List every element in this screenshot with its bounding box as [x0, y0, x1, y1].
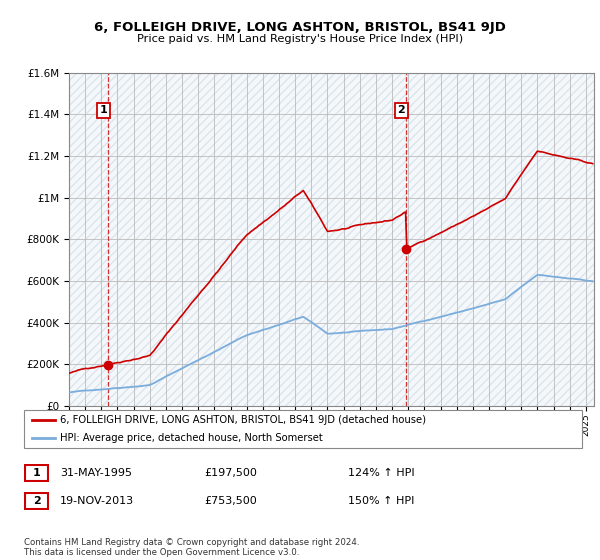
- Text: 124% ↑ HPI: 124% ↑ HPI: [348, 468, 415, 478]
- Text: 2: 2: [33, 496, 40, 506]
- Text: Contains HM Land Registry data © Crown copyright and database right 2024.
This d: Contains HM Land Registry data © Crown c…: [24, 538, 359, 557]
- FancyBboxPatch shape: [24, 410, 582, 448]
- Text: HPI: Average price, detached house, North Somerset: HPI: Average price, detached house, Nort…: [60, 433, 323, 443]
- Text: 6, FOLLEIGH DRIVE, LONG ASHTON, BRISTOL, BS41 9JD (detached house): 6, FOLLEIGH DRIVE, LONG ASHTON, BRISTOL,…: [60, 415, 426, 425]
- Text: 2: 2: [398, 105, 406, 115]
- FancyBboxPatch shape: [25, 465, 48, 480]
- Text: 19-NOV-2013: 19-NOV-2013: [60, 496, 134, 506]
- Text: £753,500: £753,500: [204, 496, 257, 506]
- Text: 6, FOLLEIGH DRIVE, LONG ASHTON, BRISTOL, BS41 9JD: 6, FOLLEIGH DRIVE, LONG ASHTON, BRISTOL,…: [94, 21, 506, 34]
- FancyBboxPatch shape: [25, 493, 48, 508]
- Text: 150% ↑ HPI: 150% ↑ HPI: [348, 496, 415, 506]
- Text: £197,500: £197,500: [204, 468, 257, 478]
- Text: Price paid vs. HM Land Registry's House Price Index (HPI): Price paid vs. HM Land Registry's House …: [137, 34, 463, 44]
- Text: 1: 1: [33, 468, 40, 478]
- Text: 31-MAY-1995: 31-MAY-1995: [60, 468, 132, 478]
- Text: 1: 1: [100, 105, 107, 115]
